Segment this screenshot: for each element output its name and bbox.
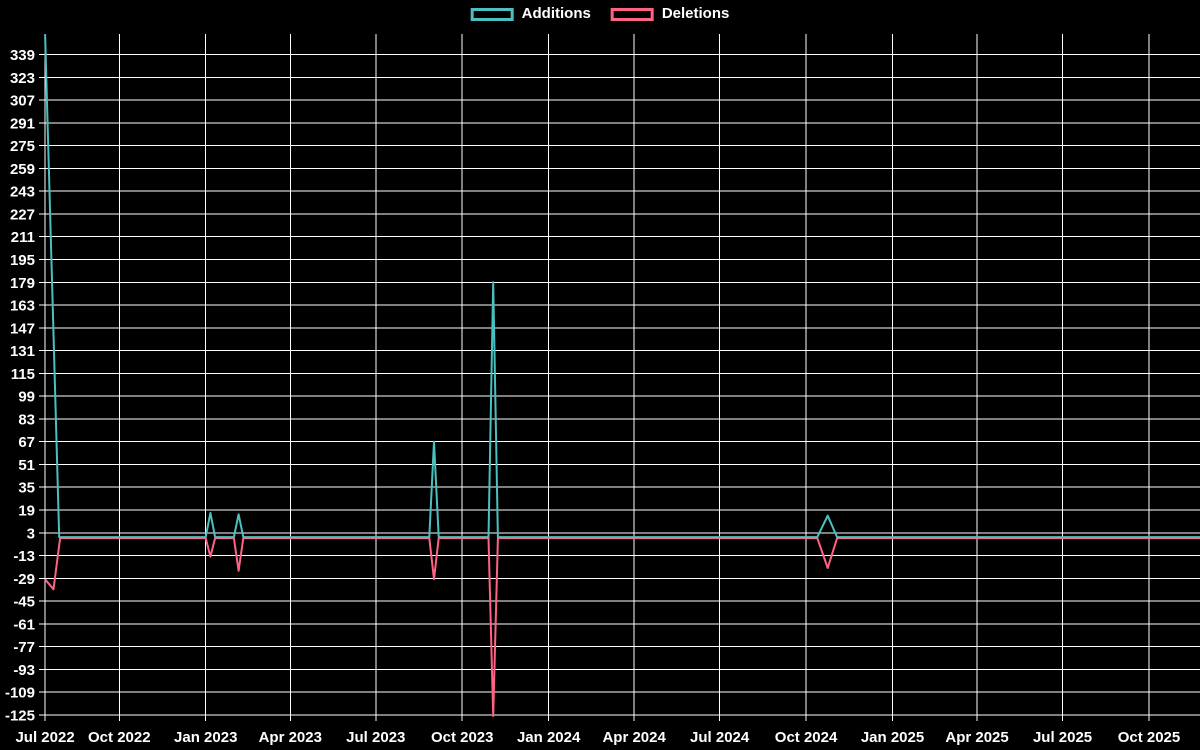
svg-text:Jan 2025: Jan 2025 — [861, 729, 924, 746]
svg-text:339: 339 — [10, 47, 35, 64]
svg-text:83: 83 — [18, 411, 35, 428]
svg-text:Jan 2023: Jan 2023 — [174, 729, 237, 746]
svg-text:163: 163 — [10, 298, 35, 315]
legend-item-deletions[interactable]: Deletions — [610, 5, 730, 22]
y-axis-tick-labels: 339 323 307 291 275 259 243 227 211 195 179 163 147 1… — [5, 47, 35, 725]
svg-text:3: 3 — [27, 525, 35, 542]
svg-text:-125: -125 — [5, 708, 35, 725]
svg-text:147: 147 — [10, 320, 35, 337]
svg-text:Jul 2024: Jul 2024 — [690, 729, 750, 746]
deletions-swatch-icon — [610, 7, 654, 21]
svg-text:67: 67 — [18, 434, 35, 451]
x-gridlines — [44, 34, 1150, 721]
svg-text:Jul 2022: Jul 2022 — [15, 729, 74, 746]
svg-text:195: 195 — [10, 252, 35, 269]
svg-text:-45: -45 — [13, 594, 35, 611]
svg-text:323: 323 — [10, 70, 35, 87]
svg-text:259: 259 — [10, 161, 35, 178]
svg-text:99: 99 — [18, 389, 35, 406]
svg-text:Oct 2022: Oct 2022 — [88, 729, 151, 746]
svg-text:Oct 2024: Oct 2024 — [775, 729, 838, 746]
svg-text:-13: -13 — [13, 548, 35, 565]
svg-text:115: 115 — [11, 366, 35, 383]
svg-text:Apr 2024: Apr 2024 — [602, 729, 666, 746]
legend-label-deletions: Deletions — [661, 5, 730, 22]
svg-text:179: 179 — [10, 275, 35, 292]
svg-text:275: 275 — [10, 138, 35, 155]
x-axis-tick-labels: Jul 2022 Oct 2022 Jan 2023 Apr 2023 Jul 2023… — [15, 729, 1180, 746]
legend: Additions Deletions — [470, 5, 730, 22]
y-gridlines — [39, 53, 1200, 716]
svg-text:35: 35 — [18, 480, 35, 497]
svg-text:Apr 2023: Apr 2023 — [259, 729, 322, 746]
svg-text:-77: -77 — [13, 639, 35, 656]
svg-text:Oct 2023: Oct 2023 — [431, 729, 494, 746]
svg-text:-93: -93 — [13, 662, 35, 679]
svg-text:-61: -61 — [13, 616, 35, 633]
svg-text:307: 307 — [10, 93, 35, 110]
deletions-line — [44, 537, 1200, 717]
svg-text:19: 19 — [18, 503, 35, 520]
svg-text:-29: -29 — [13, 571, 35, 588]
svg-text:131: 131 — [10, 343, 35, 360]
svg-text:51: 51 — [18, 457, 35, 474]
svg-text:Apr 2025: Apr 2025 — [945, 729, 1008, 746]
additions-line — [44, 34, 1200, 539]
svg-text:227: 227 — [10, 206, 35, 223]
svg-text:211: 211 — [11, 229, 35, 246]
svg-text:243: 243 — [10, 184, 35, 201]
svg-text:Oct 2025: Oct 2025 — [1118, 729, 1181, 746]
svg-text:291: 291 — [10, 115, 35, 132]
svg-text:Jan 2024: Jan 2024 — [517, 729, 581, 746]
additions-swatch-icon — [470, 7, 514, 21]
svg-text:Jul 2023: Jul 2023 — [346, 729, 405, 746]
legend-item-additions[interactable]: Additions — [470, 5, 591, 22]
svg-text:-109: -109 — [5, 685, 35, 702]
svg-text:Jul 2025: Jul 2025 — [1033, 729, 1092, 746]
legend-label-additions: Additions — [521, 5, 591, 22]
